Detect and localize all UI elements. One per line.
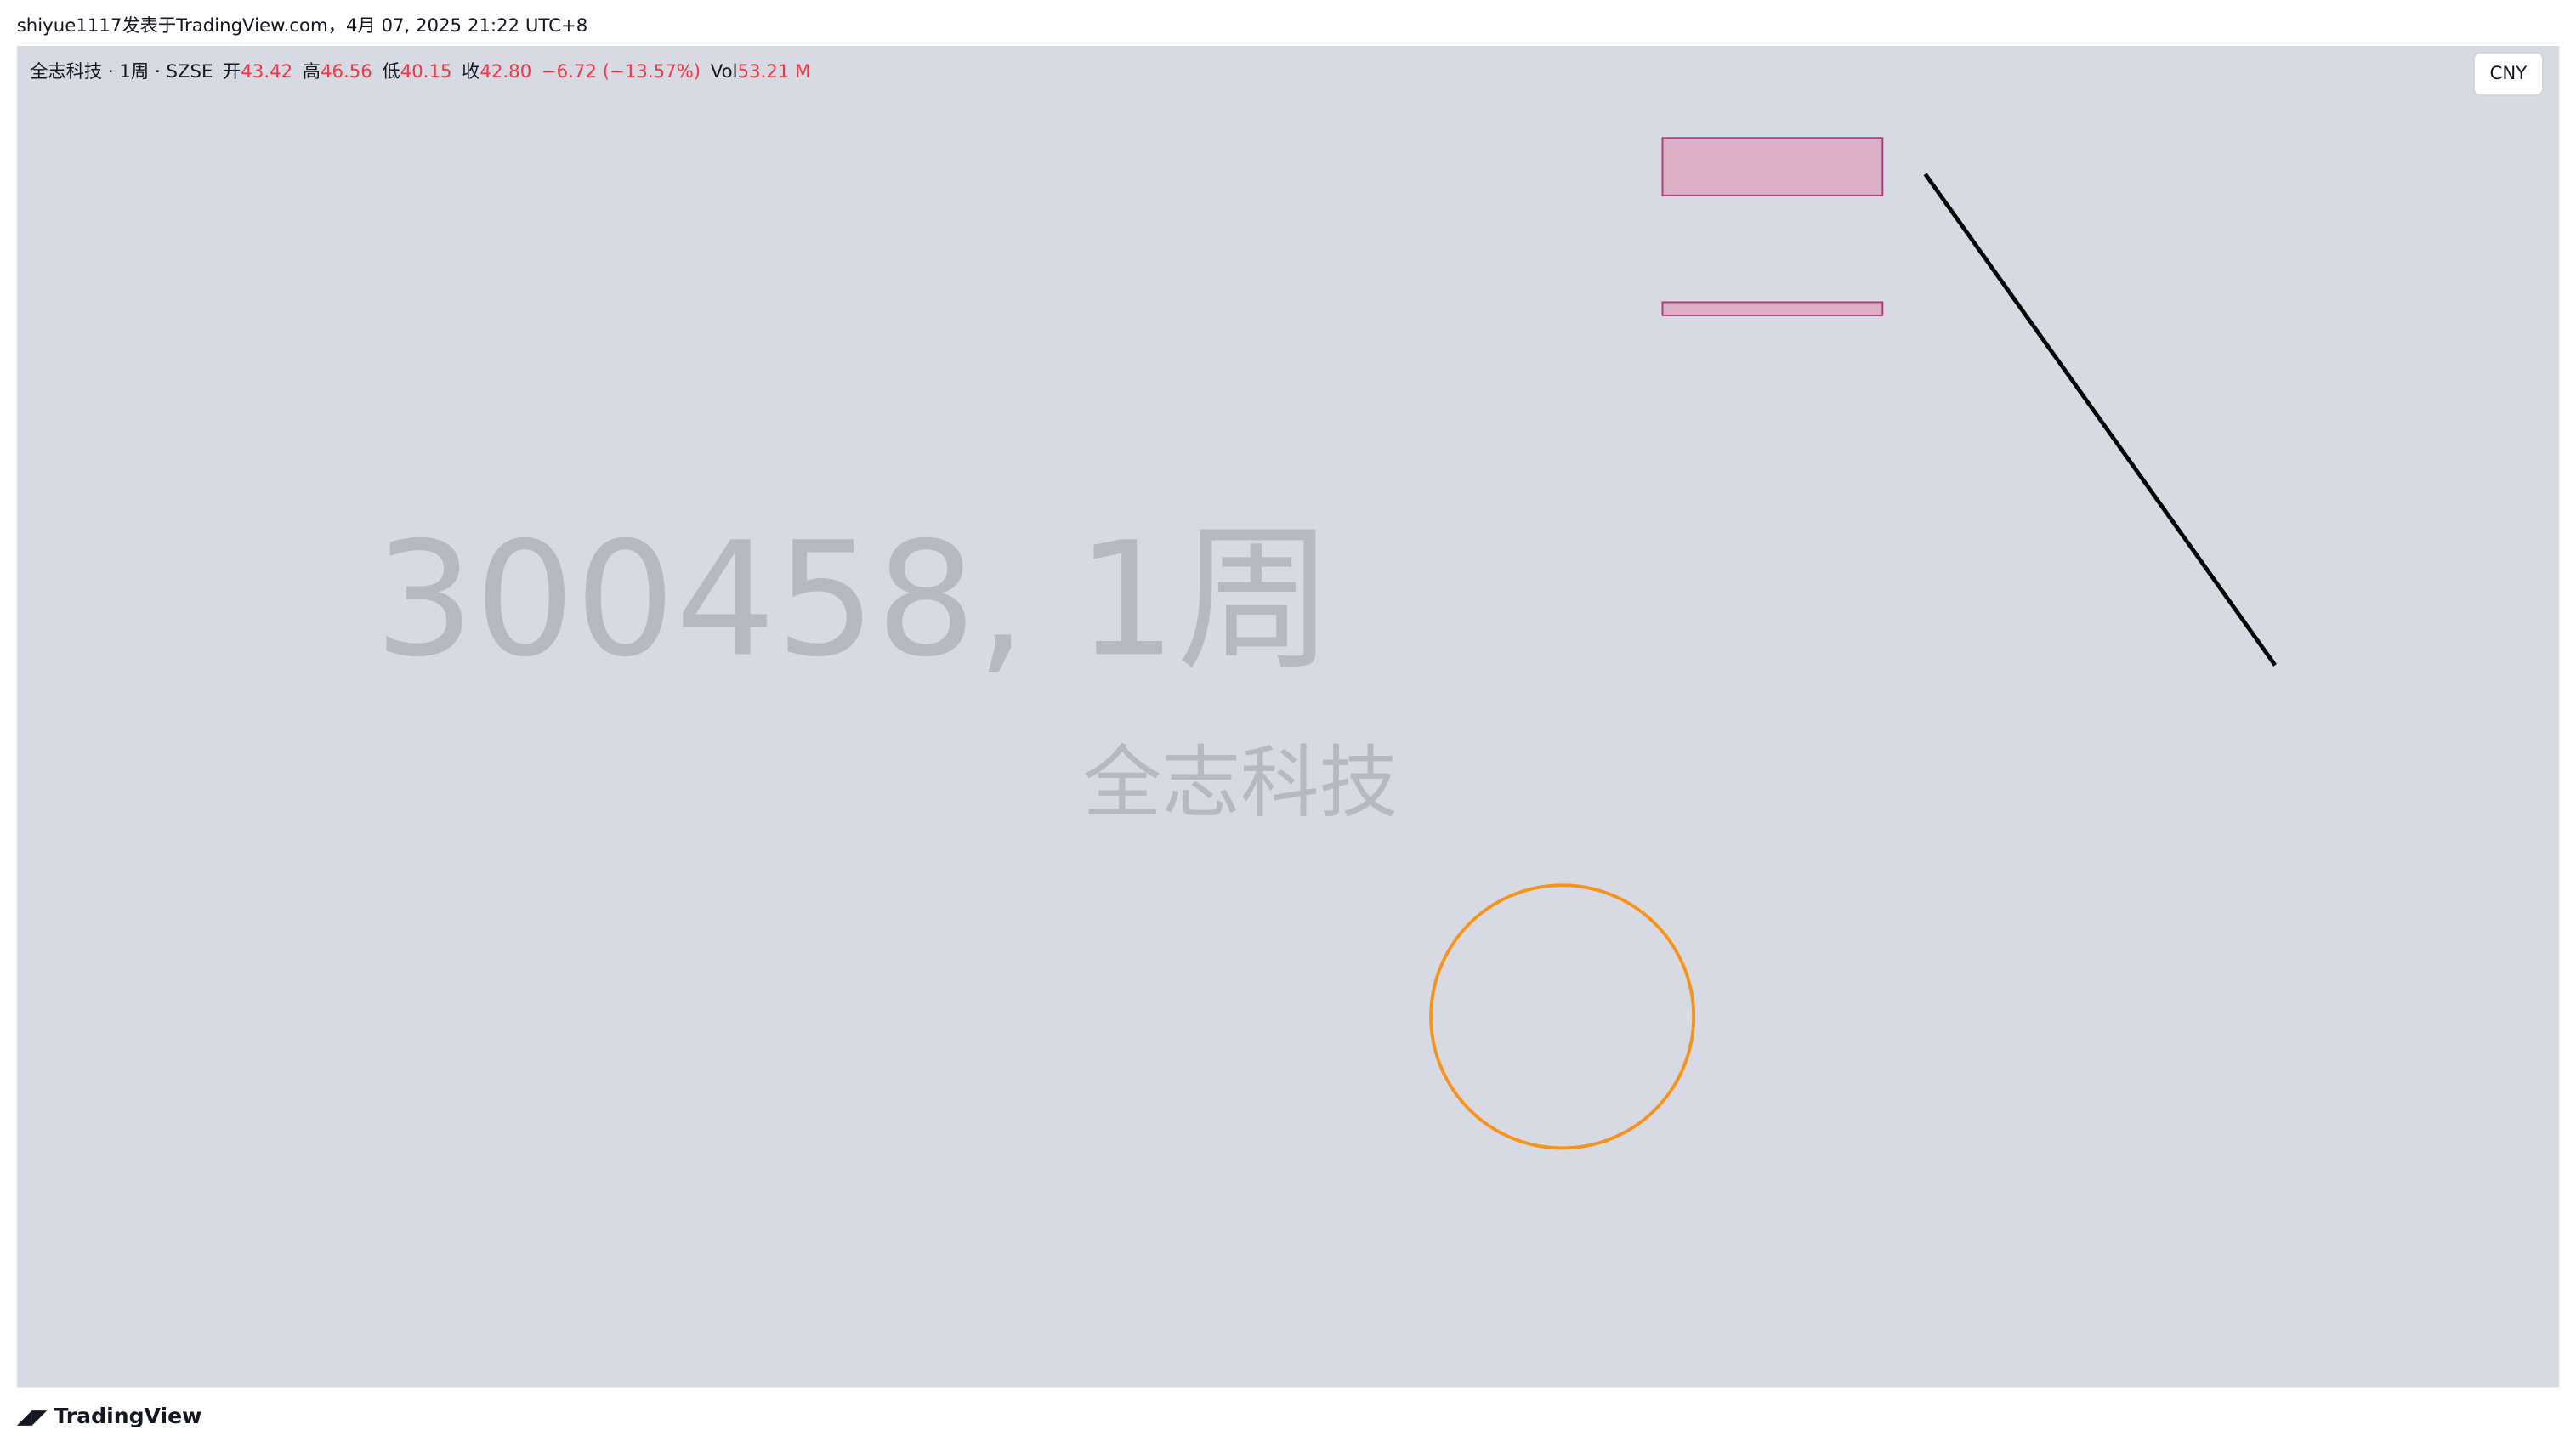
change: −6.72 (−13.57%) xyxy=(542,61,701,82)
currency-button[interactable] xyxy=(2472,51,2544,97)
ohlc-name: 高 xyxy=(303,61,321,82)
ohlc-value: 46.56 xyxy=(321,61,372,82)
projection-line xyxy=(1923,173,2278,667)
chart-panel xyxy=(16,46,2560,1388)
watermark-name: 全志科技 xyxy=(1083,737,1399,829)
highlight-circle xyxy=(1429,883,1696,1150)
brand-text: TradingView xyxy=(54,1404,201,1428)
ohlc-value: 42.80 xyxy=(479,61,531,82)
volume: 53.21 M xyxy=(738,61,811,82)
volume-name: Vol xyxy=(711,61,738,82)
brand: ◢◤ TradingView xyxy=(17,1404,202,1428)
ohlc-name: 开 xyxy=(223,61,241,82)
symbol-line: 全志科技 · 1周 · SZSE 开43.42 高46.56 低40.15 收42.80… xyxy=(30,61,810,82)
ohlc-value: 40.15 xyxy=(400,61,452,82)
currency[interactable]: CNY xyxy=(2490,63,2528,84)
highlight-box xyxy=(1661,301,1884,316)
symbol: 全志科技 · 1周 · SZSE xyxy=(30,61,213,82)
ohlc-name: 低 xyxy=(382,61,400,82)
ohlc-name: 收 xyxy=(462,61,479,82)
ohlc-value: 43.42 xyxy=(241,61,292,82)
watermark-symbol: 300458, 1周 xyxy=(374,508,1334,691)
credit: shiyue1117发表于TradingView.com，4月 07, 2025… xyxy=(17,15,588,37)
highlight-box xyxy=(1661,137,1884,196)
